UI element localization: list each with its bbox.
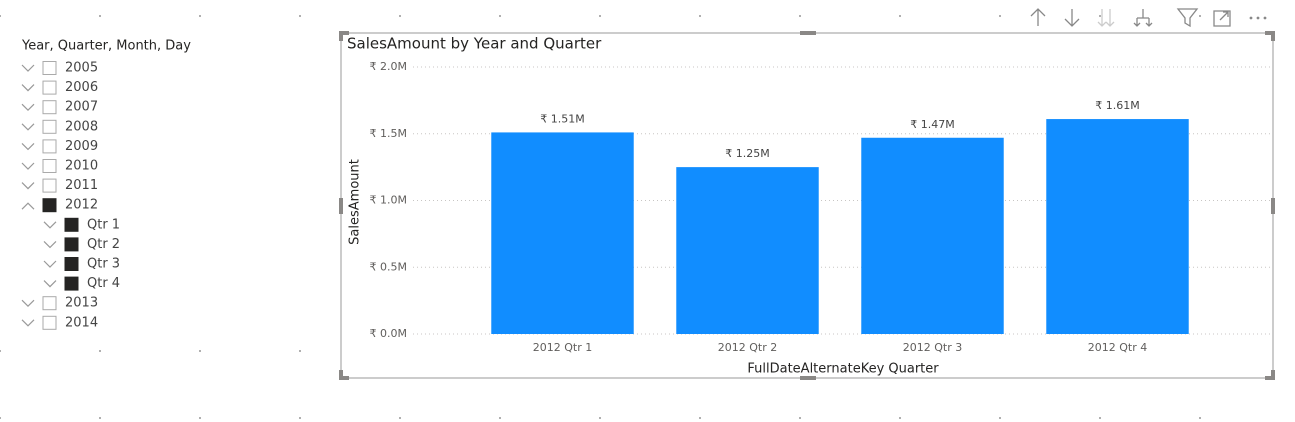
y-tick-label: ₹ 1.5M [370, 127, 407, 140]
handle[interactable] [339, 376, 349, 380]
expand-chevron[interactable] [43, 221, 57, 229]
focus-icon[interactable] [1213, 10, 1231, 27]
bar[interactable] [861, 137, 1004, 334]
slicer-item-label[interactable]: 2005 [65, 61, 98, 76]
y-tick-label: ₹ 1.0M [370, 194, 407, 207]
checkbox[interactable] [42, 119, 57, 134]
expand-chevron[interactable] [21, 103, 35, 112]
filter-icon[interactable] [1176, 8, 1199, 28]
expand-chevron[interactable] [21, 319, 35, 327]
slicer-item-label[interactable]: 2010 [65, 159, 98, 174]
slicer-item-label[interactable]: Qtr 2 [87, 237, 120, 252]
slicer-item-label[interactable]: 2006 [65, 80, 98, 95]
y-tick-label: ₹ 0.5M [370, 260, 407, 273]
expand-chevron[interactable] [21, 299, 35, 308]
handle[interactable] [339, 31, 349, 35]
expand-chevron[interactable] [21, 182, 35, 190]
handle[interactable] [1271, 370, 1275, 380]
handle[interactable] [1265, 376, 1275, 380]
x-tick-label: 2012 Qtr 2 [718, 341, 777, 354]
bar[interactable] [1046, 119, 1189, 334]
y-tick-label: ₹ 2.0M [370, 60, 407, 73]
checkbox[interactable] [42, 100, 57, 115]
expand-chevron[interactable] [21, 142, 35, 151]
handle[interactable] [1271, 198, 1275, 214]
handle[interactable] [339, 370, 343, 380]
slicer-item-label[interactable]: Qtr 3 [87, 257, 120, 272]
slicer-item-label[interactable]: Qtr 1 [87, 217, 120, 232]
expand-chevron[interactable] [21, 123, 35, 131]
handle[interactable] [1265, 31, 1275, 35]
checkbox[interactable] [42, 198, 57, 213]
checkbox[interactable] [42, 296, 57, 311]
expand-chevron[interactable] [43, 260, 57, 268]
drill-up-icon[interactable] [1030, 8, 1046, 26]
checkbox[interactable] [42, 159, 57, 173]
x-tick-label: 2012 Qtr 4 [1088, 341, 1147, 354]
slicer-item-label[interactable]: 2009 [65, 139, 98, 154]
x-tick-label: 2012 Qtr 1 [533, 341, 592, 354]
checkbox[interactable] [64, 257, 79, 271]
handle[interactable] [1271, 31, 1275, 41]
expand-chevron[interactable] [21, 202, 35, 210]
checkbox[interactable] [64, 217, 79, 232]
checkbox[interactable] [42, 178, 57, 193]
data-label: ₹ 1.61M [1095, 99, 1139, 112]
handle[interactable] [339, 198, 343, 214]
expand-chevron[interactable] [21, 162, 35, 170]
checkbox[interactable] [64, 237, 79, 252]
bar[interactable] [676, 167, 819, 334]
visual-header [1030, 8, 1267, 28]
bar[interactable] [491, 132, 634, 334]
checkbox[interactable] [42, 80, 57, 95]
next-level-icon [1097, 9, 1115, 27]
resize-handles [339, 31, 1275, 380]
expand-icon[interactable] [1133, 9, 1153, 27]
y-axis-title: SalesAmount [348, 159, 363, 245]
handle[interactable] [800, 376, 816, 380]
checkbox[interactable] [42, 139, 57, 154]
x-tick-label: 2012 Qtr 3 [903, 341, 962, 354]
expand-chevron[interactable] [21, 84, 35, 92]
slicer-item-label[interactable]: 2007 [65, 100, 98, 115]
slicer-item-label[interactable]: 2014 [65, 315, 98, 330]
expand-chevron[interactable] [21, 64, 35, 72]
x-axis-title: FullDateAlternateKey Quarter [747, 362, 939, 377]
checkbox[interactable] [42, 315, 57, 330]
data-label: ₹ 1.51M [540, 112, 584, 125]
y-tick-label: ₹ 0.0M [370, 327, 407, 340]
more-options-icon[interactable] [1249, 16, 1267, 20]
expand-chevron[interactable] [43, 280, 57, 288]
slicer-item-label[interactable]: 2008 [65, 119, 98, 134]
slicer-item-label[interactable]: 2013 [65, 296, 98, 311]
slicer-item-label[interactable]: 2012 [65, 198, 98, 213]
slicer-title: Year, Quarter, Month, Day [21, 39, 191, 54]
slicer-item-label[interactable]: Qtr 4 [87, 276, 120, 291]
drill-down-icon[interactable] [1064, 9, 1080, 27]
data-label: ₹ 1.47M [910, 118, 954, 131]
checkbox[interactable] [64, 276, 79, 291]
expand-chevron[interactable] [43, 240, 57, 249]
handle[interactable] [800, 31, 816, 35]
checkbox[interactable] [42, 61, 57, 75]
handle[interactable] [339, 31, 343, 41]
chart-title: SalesAmount by Year and Quarter [347, 35, 602, 53]
slicer-item-label[interactable]: 2011 [65, 178, 98, 193]
data-label: ₹ 1.25M [725, 147, 769, 160]
